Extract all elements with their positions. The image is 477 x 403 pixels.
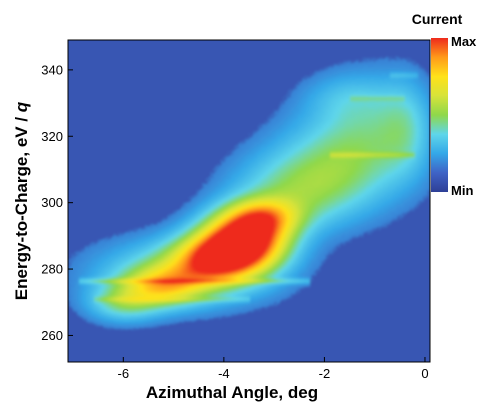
y-axis-title-main: Energy-to-Charge, eV / bbox=[12, 112, 31, 300]
plot-frame bbox=[67, 39, 431, 363]
intensity-map bbox=[68, 40, 430, 362]
y-axis-title-italic: q bbox=[12, 101, 31, 112]
y-tick-label: 300 bbox=[41, 195, 63, 210]
x-tick-label: -4 bbox=[218, 366, 230, 381]
colorbar-min-label: Min bbox=[451, 183, 473, 198]
y-axis-title: Energy-to-Charge, eV / q bbox=[12, 101, 31, 300]
x-axis-title: Azimuthal Angle, deg bbox=[146, 383, 318, 402]
x-tick-label: -6 bbox=[118, 366, 130, 381]
x-axis-ticks: -6 -4 -2 0 bbox=[118, 357, 429, 381]
x-tick-label: -2 bbox=[319, 366, 331, 381]
colorbar-title: Current bbox=[412, 11, 463, 27]
y-tick-label: 340 bbox=[41, 62, 63, 77]
x-tick-label: 0 bbox=[421, 366, 428, 381]
y-tick-label: 280 bbox=[41, 262, 63, 277]
colorbar: Current Max Min bbox=[412, 11, 477, 198]
y-tick-label: 320 bbox=[41, 129, 63, 144]
colorbar-gradient bbox=[431, 38, 448, 192]
colorbar-max-label: Max bbox=[451, 34, 477, 49]
y-axis-ticks: 260 280 300 320 340 bbox=[41, 62, 73, 343]
y-tick-label: 260 bbox=[41, 328, 63, 343]
plot-area bbox=[67, 39, 431, 363]
